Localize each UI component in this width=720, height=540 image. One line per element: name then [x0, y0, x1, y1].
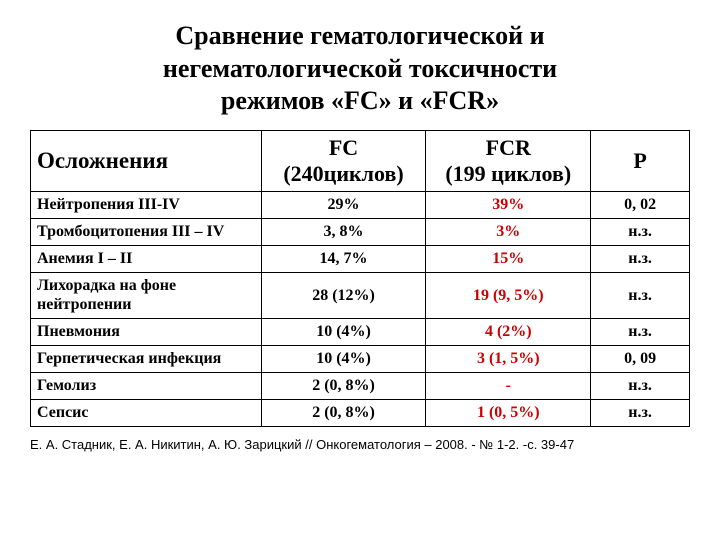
p-value: н.з. — [591, 219, 690, 246]
table-row: Пневмония10 (4%)4 (2%)н.з. — [31, 319, 690, 346]
header-complication: Осложнения — [31, 130, 262, 192]
fcr-value: 39% — [426, 192, 591, 219]
fcr-value: 3% — [426, 219, 591, 246]
header-fcr: FCR (199 циклов) — [426, 130, 591, 192]
p-value: 0, 09 — [591, 346, 690, 373]
row-label: Пневмония — [31, 319, 262, 346]
row-label: Гемолиз — [31, 373, 262, 400]
title-line: негематологической токсичности — [163, 54, 557, 83]
title-line: Сравнение гематологической и — [175, 21, 544, 50]
comparison-table: Осложнения FC (240циклов) FCR (199 цикло… — [30, 130, 690, 428]
header-fcr-line1: FCR — [486, 135, 531, 160]
row-label: Сепсис — [31, 400, 262, 427]
fcr-value: 1 (0, 5%) — [426, 400, 591, 427]
row-label: Герпетическая инфекция — [31, 346, 262, 373]
row-label: Тромбоцитопения III – IV — [31, 219, 262, 246]
header-fc: FC (240циклов) — [261, 130, 426, 192]
fc-value: 29% — [261, 192, 426, 219]
table-row: Нейтропения III-IV29%39%0, 02 — [31, 192, 690, 219]
table-row: Гемолиз2 (0, 8%)-н.з. — [31, 373, 690, 400]
row-label: Лихорадка на фоне нейтропении — [31, 273, 262, 319]
fcr-value: 3 (1, 5%) — [426, 346, 591, 373]
header-fc-line2: (240циклов) — [283, 161, 403, 186]
p-value: н.з. — [591, 246, 690, 273]
row-label: Нейтропения III-IV — [31, 192, 262, 219]
table-row: Сепсис2 (0, 8%)1 (0, 5%)н.з. — [31, 400, 690, 427]
p-value: н.з. — [591, 373, 690, 400]
table-header-row: Осложнения FC (240циклов) FCR (199 цикло… — [31, 130, 690, 192]
p-value: 0, 02 — [591, 192, 690, 219]
table-row: Тромбоцитопения III – IV3, 8%3%н.з. — [31, 219, 690, 246]
fcr-value: - — [426, 373, 591, 400]
fc-value: 10 (4%) — [261, 319, 426, 346]
fc-value: 2 (0, 8%) — [261, 400, 426, 427]
header-fcr-line2: (199 циклов) — [445, 161, 571, 186]
table-row: Герпетическая инфекция10 (4%)3 (1, 5%)0,… — [31, 346, 690, 373]
fcr-value: 4 (2%) — [426, 319, 591, 346]
p-value: н.з. — [591, 400, 690, 427]
citation: Е. А. Стадник, Е. А. Никитин, А. Ю. Зари… — [30, 437, 690, 452]
row-label: Анемия I – II — [31, 246, 262, 273]
fc-value: 2 (0, 8%) — [261, 373, 426, 400]
table-row: Анемия I – II14, 7%15%н.з. — [31, 246, 690, 273]
fc-value: 10 (4%) — [261, 346, 426, 373]
table-row: Лихорадка на фоне нейтропении28 (12%)19 … — [31, 273, 690, 319]
fc-value: 3, 8% — [261, 219, 426, 246]
fc-value: 14, 7% — [261, 246, 426, 273]
page-title: Сравнение гематологической и негематолог… — [30, 20, 690, 118]
fcr-value: 15% — [426, 246, 591, 273]
header-fc-line1: FC — [329, 135, 358, 160]
fcr-value: 19 (9, 5%) — [426, 273, 591, 319]
table-body: Нейтропения III-IV29%39%0, 02Тромбоцитоп… — [31, 192, 690, 427]
p-value: н.з. — [591, 319, 690, 346]
title-line: режимов «FC» и «FCR» — [221, 86, 499, 115]
p-value: н.з. — [591, 273, 690, 319]
fc-value: 28 (12%) — [261, 273, 426, 319]
header-p: Р — [591, 130, 690, 192]
